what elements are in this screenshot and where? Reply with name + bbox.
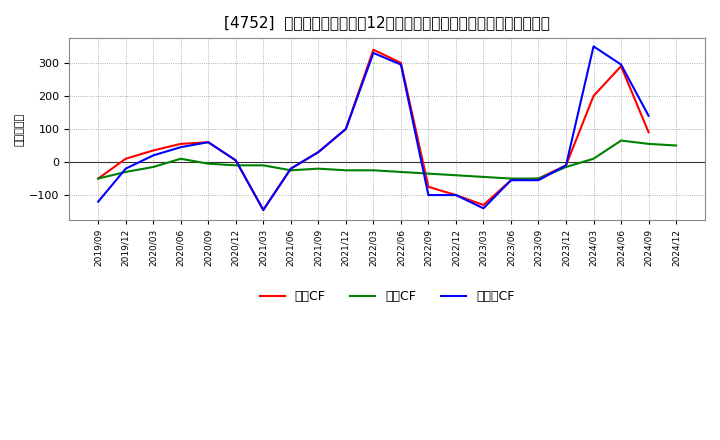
営業CF — [259, 207, 268, 213]
投資CF — [451, 172, 460, 178]
フリーCF — [424, 192, 433, 198]
Title: [4752]  キャッシュフローの12か月移動合計の対前年同期増減額の推移: [4752] キャッシュフローの12か月移動合計の対前年同期増減額の推移 — [224, 15, 550, 30]
フリーCF — [94, 199, 102, 204]
投資CF — [534, 176, 543, 181]
投資CF — [122, 169, 130, 175]
営業CF — [314, 150, 323, 155]
営業CF — [617, 63, 626, 69]
投資CF — [314, 166, 323, 171]
Line: 投資CF: 投資CF — [98, 140, 676, 179]
投資CF — [672, 143, 680, 148]
営業CF — [176, 141, 185, 147]
営業CF — [589, 93, 598, 99]
営業CF — [424, 184, 433, 190]
営業CF — [534, 176, 543, 181]
投資CF — [231, 163, 240, 168]
営業CF — [204, 139, 212, 145]
営業CF — [231, 158, 240, 163]
営業CF — [369, 47, 378, 52]
フリーCF — [562, 163, 570, 168]
フリーCF — [479, 205, 487, 211]
投資CF — [287, 168, 295, 173]
投資CF — [644, 141, 653, 147]
投資CF — [176, 156, 185, 161]
フリーCF — [644, 113, 653, 118]
投資CF — [94, 176, 102, 181]
営業CF — [562, 163, 570, 168]
営業CF — [644, 130, 653, 135]
フリーCF — [397, 62, 405, 67]
営業CF — [122, 156, 130, 161]
投資CF — [589, 156, 598, 161]
Line: 営業CF: 営業CF — [98, 50, 649, 210]
営業CF — [451, 192, 460, 198]
投資CF — [341, 168, 350, 173]
フリーCF — [287, 166, 295, 171]
投資CF — [149, 165, 158, 170]
フリーCF — [259, 207, 268, 213]
フリーCF — [122, 166, 130, 171]
フリーCF — [369, 50, 378, 55]
投資CF — [617, 138, 626, 143]
投資CF — [204, 161, 212, 166]
営業CF — [479, 202, 487, 208]
フリーCF — [341, 126, 350, 132]
投資CF — [479, 174, 487, 180]
フリーCF — [149, 153, 158, 158]
フリーCF — [204, 139, 212, 145]
営業CF — [94, 176, 102, 181]
投資CF — [424, 171, 433, 176]
営業CF — [507, 178, 516, 183]
Y-axis label: （百万円）: （百万円） — [15, 113, 25, 146]
Line: フリーCF: フリーCF — [98, 46, 649, 210]
Legend: 営業CF, 投資CF, フリーCF: 営業CF, 投資CF, フリーCF — [255, 285, 520, 308]
営業CF — [149, 148, 158, 153]
フリーCF — [451, 192, 460, 198]
投資CF — [259, 163, 268, 168]
営業CF — [397, 60, 405, 66]
投資CF — [369, 168, 378, 173]
フリーCF — [507, 178, 516, 183]
フリーCF — [589, 44, 598, 49]
営業CF — [341, 126, 350, 132]
フリーCF — [231, 158, 240, 163]
投資CF — [562, 165, 570, 170]
フリーCF — [314, 150, 323, 155]
フリーCF — [176, 144, 185, 150]
投資CF — [397, 169, 405, 175]
営業CF — [287, 166, 295, 171]
投資CF — [507, 176, 516, 181]
フリーCF — [534, 178, 543, 183]
フリーCF — [617, 62, 626, 67]
